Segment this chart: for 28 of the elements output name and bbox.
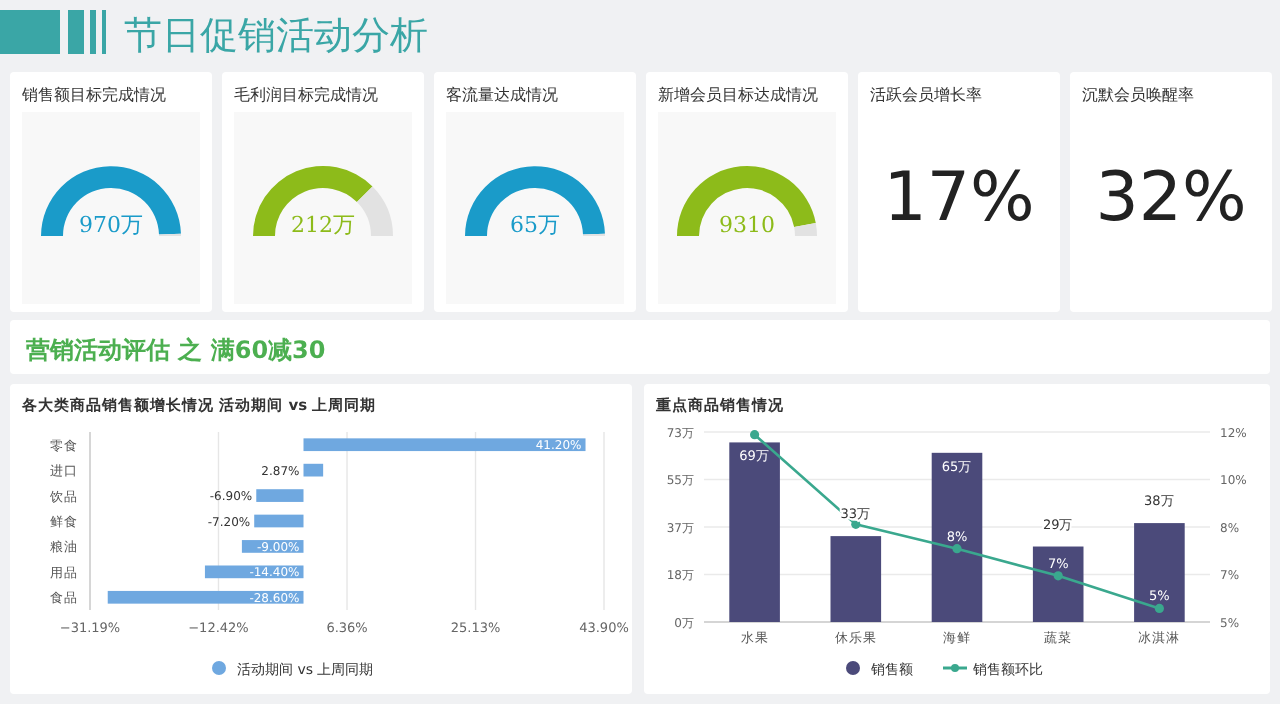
point xyxy=(1154,603,1164,614)
bar xyxy=(107,590,304,604)
chart-title: 客流量达成情况 xyxy=(446,86,558,104)
bar xyxy=(729,442,780,622)
bar xyxy=(1134,523,1185,622)
text: 活跃会员增长率 xyxy=(870,86,982,104)
chart-title: 毛利润目标完成情况 xyxy=(234,86,378,104)
text: 212万 xyxy=(291,212,355,238)
bar xyxy=(303,463,324,477)
text: 9310 xyxy=(719,212,775,238)
bar xyxy=(254,514,304,528)
bar xyxy=(830,536,882,622)
text: 32% xyxy=(1095,158,1247,238)
text: 营销活动评估 之 满60减30 xyxy=(24,336,326,364)
point xyxy=(1053,571,1063,581)
chart-title: 销售额目标完成情况 xyxy=(20,86,166,104)
bar xyxy=(256,489,304,502)
text: 17% xyxy=(883,158,1035,238)
text: 节日促销活动分析 xyxy=(124,14,428,58)
bar xyxy=(303,438,586,452)
text: 沉默会员唤醒率 xyxy=(1082,86,1194,104)
bar xyxy=(931,452,983,622)
text: 970万 xyxy=(79,212,143,238)
point xyxy=(750,430,760,440)
text: 65万 xyxy=(510,212,560,238)
bar xyxy=(1032,546,1084,622)
chart-title: 新增会员目标达成情况 xyxy=(658,86,818,104)
point xyxy=(952,544,962,554)
